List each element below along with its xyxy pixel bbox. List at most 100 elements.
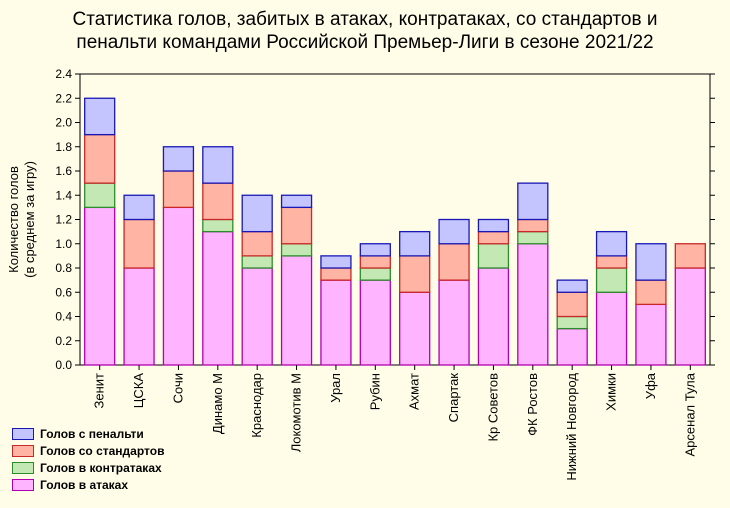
y-tick-label: 1.0 (55, 237, 72, 251)
bar-segment (202, 230, 234, 366)
y-tick-label: 1.2 (55, 213, 72, 227)
x-tick-label: Локомотив М (289, 373, 304, 452)
y-tick-label: 0.6 (55, 285, 72, 299)
legend-label: Голов в атаках (40, 477, 129, 492)
bar-segment (556, 327, 588, 366)
legend-label: Голов с пенальти (40, 426, 144, 441)
y-tick-label: 1.4 (55, 188, 72, 202)
bar-segment (84, 206, 116, 366)
y-tick-label: 0.4 (55, 310, 72, 324)
legend: Голов с пенальти Голов со стандартов Голов… (12, 425, 164, 493)
bar-segment (517, 182, 549, 221)
legend-swatch (12, 444, 34, 457)
y-tick-label: 1.8 (55, 140, 72, 154)
y-axis-label-line-2: (в среднем за игру) (22, 161, 37, 278)
legend-label: Голов в контратаках (40, 460, 162, 475)
y-tick-label: 2.2 (55, 91, 72, 105)
bar-segment (635, 243, 667, 281)
x-tick-label: Урал (328, 373, 343, 403)
bar-segment (438, 218, 470, 245)
bar-segment (517, 218, 549, 233)
bar-segment (280, 255, 313, 366)
bar-segment (84, 133, 116, 184)
bar-segment (477, 230, 510, 245)
bar-segment (84, 182, 116, 209)
bar-segment (241, 194, 273, 233)
bar-segment (517, 243, 549, 366)
legend-label: Голов со стандартов (40, 443, 165, 458)
bar-segment (595, 291, 628, 366)
chart-title: Статистика голов, забитых в атаках, конт… (0, 8, 730, 54)
x-tick-label: Спартак (446, 373, 461, 423)
chart-title-line-1: Статистика голов, забитых в атаках, конт… (72, 9, 658, 30)
chart-title-line-2: пенальти командами Российской Премьер-Ли… (76, 32, 654, 53)
bar-segment (477, 243, 510, 269)
bar-segment (477, 267, 510, 366)
bar-segment (123, 267, 155, 366)
bar-segment (123, 194, 155, 221)
bar-segment (202, 146, 234, 184)
x-tick-label: Рубин (367, 373, 382, 410)
bar-segment (241, 230, 273, 257)
bar-segment (202, 218, 234, 233)
x-tick-label: Химки (604, 373, 619, 411)
bar-segment (517, 230, 549, 245)
y-tick-label: 2.4 (55, 67, 72, 81)
bar-segment (162, 146, 195, 172)
bar-segment (595, 230, 628, 257)
x-tick-label: Краснодар (249, 373, 264, 438)
bar-segment (595, 255, 628, 269)
bar-segment (674, 267, 706, 366)
legend-item: Голов в атаках (12, 476, 164, 493)
bar-segment (674, 243, 706, 269)
bar-segment (399, 230, 431, 257)
bar-segment (320, 255, 352, 269)
x-tick-label: ФК Ростов (525, 373, 540, 436)
bar-segment (241, 255, 273, 269)
x-tick-label: Зенит (92, 373, 107, 409)
bar-segment (359, 267, 391, 281)
x-tick-label: Ахмат (407, 373, 422, 410)
bar-segment (320, 279, 352, 366)
y-tick-label: 0.0 (55, 358, 72, 372)
x-tick-label: Арсенал Тула (682, 372, 697, 456)
bar-segment (438, 243, 470, 281)
y-tick-label: 0.8 (55, 261, 72, 275)
bar-segment (320, 267, 352, 281)
legend-swatch (12, 427, 34, 440)
x-tick-label: Кр Советов (485, 373, 500, 442)
bar-segment (202, 182, 234, 221)
bar-segment (477, 218, 510, 233)
legend-swatch (12, 461, 34, 474)
bar-segment (595, 267, 628, 293)
bar-segment (123, 218, 155, 269)
x-tick-label: Сочи (170, 373, 185, 403)
y-tick-label: 2.0 (55, 116, 72, 130)
bar-segment (280, 194, 313, 209)
bar-segment (635, 279, 667, 306)
bar-segment (162, 206, 195, 366)
x-tick-label: Уфа (643, 372, 658, 399)
x-tick-label: Нижний Новгород (564, 373, 579, 481)
x-tick-label: Динамо М (210, 373, 225, 434)
bar-segment (241, 267, 273, 366)
bar-segment (556, 279, 588, 293)
bar-segment (399, 291, 431, 366)
bar-segment (84, 97, 116, 136)
y-axis-label-line-1: Количество голов (6, 166, 21, 273)
y-tick-label: 1.6 (55, 164, 72, 178)
legend-item: Голов в контратаках (12, 459, 164, 476)
bar-segment (556, 291, 588, 318)
bar-segment (162, 170, 195, 209)
bar-segment (556, 315, 588, 330)
bar-segment (280, 243, 313, 257)
bar-segment (438, 279, 470, 366)
bar-segment (635, 303, 667, 366)
legend-swatch (12, 478, 34, 491)
legend-item: Голов с пенальти (12, 425, 164, 442)
bar-segment (399, 255, 431, 293)
bar-segment (359, 255, 391, 269)
legend-item: Голов со стандартов (12, 442, 164, 459)
bar-segment (359, 243, 391, 257)
